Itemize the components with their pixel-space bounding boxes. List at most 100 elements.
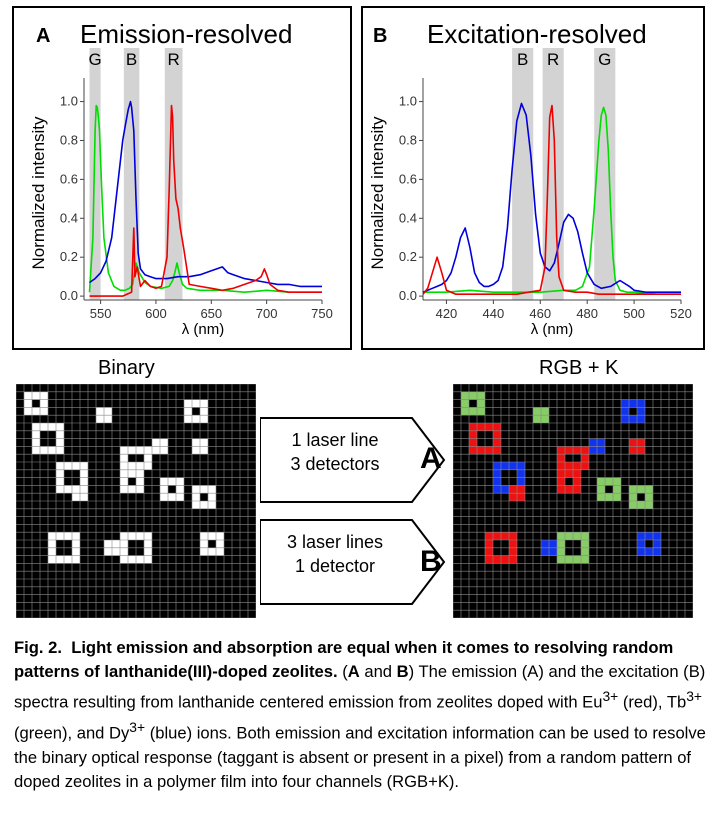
pixel-block [461, 407, 485, 416]
pixel-block [637, 532, 661, 540]
arrow-b-text: 3 laser lines 1 detector [262, 530, 408, 578]
band-label-r: R [547, 50, 559, 69]
y-tick-label: 0.8 [399, 132, 417, 147]
series-line-1 [89, 100, 322, 288]
band-label-r: R [168, 50, 180, 69]
pixel-block [216, 532, 224, 556]
series-line-0 [423, 106, 681, 296]
binary-pixel-grid [16, 384, 256, 618]
arrow-b-shape [260, 519, 446, 605]
y-tick-label: 0.6 [399, 171, 417, 186]
pixel-block [120, 446, 128, 470]
caption-title: Light emission and absorption are equal … [14, 638, 674, 682]
x-tick-label: 650 [200, 306, 222, 321]
pixel-block [24, 407, 48, 416]
pixel-block [645, 485, 653, 509]
series-line-1 [422, 102, 681, 294]
pixel-block [621, 399, 629, 423]
x-tick-label: 520 [670, 306, 692, 321]
caption-sup3: 3+ [129, 719, 146, 736]
band-r [164, 48, 183, 300]
pixel-block [653, 532, 661, 556]
pixel-block [573, 469, 581, 494]
pixel-block [557, 485, 581, 494]
pixel-block [160, 493, 184, 501]
pixel-block [120, 485, 144, 494]
arrow-b-letter: B [420, 545, 442, 578]
pixel-block [184, 399, 192, 423]
band-label-b: B [126, 50, 137, 69]
y-tick-label: 0.2 [60, 249, 78, 264]
pixel-block [192, 485, 200, 509]
pixel-block [613, 477, 621, 501]
pixel-block [557, 469, 581, 478]
pixel-block [192, 501, 216, 509]
y-tick-label: 0.8 [60, 132, 78, 147]
pixel-block [637, 532, 645, 556]
pixel-block [200, 532, 224, 540]
x-tick-label: 750 [311, 306, 333, 321]
caption-a: A [347, 662, 360, 682]
pixel-block [200, 532, 208, 556]
pixel-block [208, 485, 216, 509]
pixel-block [144, 446, 152, 470]
caption-sup2: 3+ [686, 688, 702, 705]
pixel-block [120, 469, 144, 478]
x-tick-label: 550 [90, 306, 112, 321]
pixel-block [557, 446, 565, 470]
y-tick-label: 0.2 [399, 249, 417, 264]
pixel-block [581, 446, 589, 470]
panel-a-emission: A Emission-resolved G B R 550 600 650 700 750 0.0 0… [12, 6, 352, 350]
band-b [123, 48, 140, 300]
panel-letter: B [373, 25, 387, 47]
caption-p5: (blue) ions. Both emission and excitatio… [14, 723, 706, 792]
band-label-b: B [517, 50, 528, 69]
arrows-svg [260, 417, 446, 605]
caption-sup1: 3+ [602, 688, 619, 705]
pixel-block [40, 391, 48, 416]
y-tick-label: 1.0 [399, 94, 417, 109]
y-tick-label: 0.0 [60, 288, 78, 303]
pixel-block [621, 415, 645, 423]
arrow-a-letter: A [420, 442, 442, 475]
chart-title: Emission-resolved [80, 19, 292, 49]
band-b [512, 48, 534, 300]
arrow-b-line1: 3 laser lines [286, 532, 384, 552]
pixel-block [24, 391, 32, 416]
x-tick-label: 460 [529, 306, 551, 321]
arrow-a-line1: 1 laser line [291, 430, 379, 450]
caption-fig-label: Fig. 2. [14, 638, 62, 657]
pixel-block [184, 399, 208, 408]
series-line-2 [422, 104, 681, 296]
pixel-block [629, 485, 653, 494]
series-line-2 [89, 104, 322, 297]
band-label-g: G [598, 50, 611, 69]
x-axis-label: λ (nm) [531, 321, 574, 338]
chart-title: Excitation-resolved [427, 19, 647, 49]
pixel-block [597, 477, 605, 501]
pixel-block [637, 547, 661, 556]
y-tick-label: 1.0 [60, 94, 78, 109]
caption-and: and [359, 662, 397, 682]
arrow-a-shape [260, 417, 446, 503]
rgbk-label: RGB + K [539, 357, 619, 379]
caption-p2: ) The emission (A) and the excitation (B… [14, 662, 706, 712]
x-tick-label: 700 [256, 306, 278, 321]
series-line-0 [88, 104, 322, 294]
y-axis-label: Normalized intensity [368, 116, 387, 270]
arrow-b-line2: 1 detector [294, 556, 376, 576]
pixel-block [184, 415, 208, 423]
panel-letter: A [36, 25, 50, 47]
pixel-block [621, 399, 645, 408]
x-tick-label: 480 [576, 306, 598, 321]
band-r [542, 48, 564, 300]
pixel-block [176, 477, 184, 501]
pixel-block [477, 391, 485, 416]
pixel-block [461, 391, 485, 400]
pixel-block [597, 493, 621, 501]
band-g [89, 48, 101, 300]
pixel-block [160, 477, 184, 486]
caption-p3: (red), Tb [618, 692, 687, 712]
